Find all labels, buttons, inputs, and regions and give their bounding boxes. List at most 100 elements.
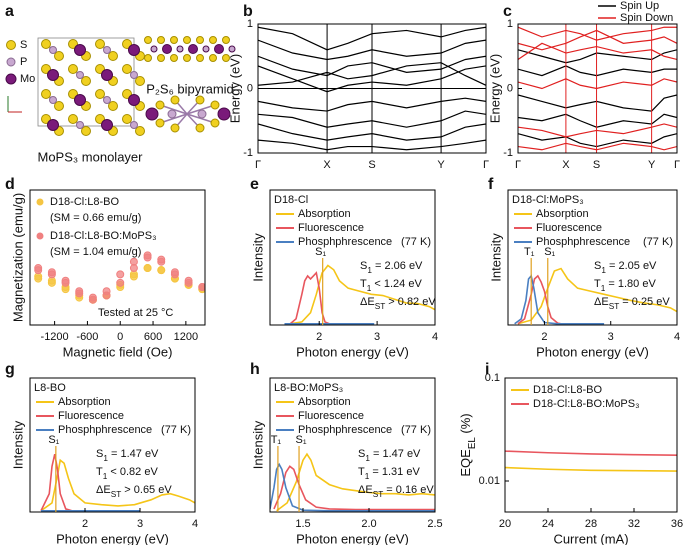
atom-s (108, 51, 118, 61)
atom-center (214, 44, 224, 54)
data-point (116, 270, 125, 279)
x-tick-label: 2.5 (427, 518, 442, 530)
atom-p (103, 46, 111, 54)
x-tick-label: Y (648, 159, 656, 171)
stat-line-part: 1 (367, 284, 372, 293)
atom-mo (101, 69, 113, 81)
legend-label: Fluorescence (298, 222, 364, 234)
data-point (47, 270, 56, 279)
band-line (518, 113, 677, 128)
x-tick-label: X (323, 159, 331, 171)
atom-s (209, 54, 217, 62)
stat-line: T1 = 1.80 eV (594, 278, 656, 293)
plot-area (34, 251, 205, 304)
y-tick-label: 0 (247, 82, 253, 94)
atom-s (54, 51, 64, 61)
y-tick-label: 1 (247, 18, 253, 30)
legend-label: Phosphphrescence (298, 424, 392, 436)
series-line (289, 271, 332, 325)
atom-mo (47, 119, 59, 131)
atom-s (68, 89, 78, 99)
plot-frame (507, 189, 678, 326)
legend-swatch (36, 232, 44, 240)
plot-area (505, 450, 677, 472)
atom-mo (47, 69, 59, 81)
y-tick-label: 1 (507, 18, 513, 30)
atom-s (41, 114, 51, 124)
panel-letter: c (503, 3, 512, 20)
stat-line-part: T (594, 278, 601, 290)
stat-line-part: ΔE (96, 484, 111, 496)
atom-mo (74, 44, 86, 56)
data-point (184, 276, 193, 285)
stat-line-part: = 1.80 eV (605, 278, 656, 290)
x-tick-label: 0 (117, 331, 123, 343)
y-axis-label: Energy (eV) (487, 54, 502, 123)
atom-mo (128, 94, 140, 106)
data-point (47, 278, 56, 287)
series-line (505, 466, 677, 472)
band-line (518, 49, 677, 64)
x-tick-label: Γ (674, 159, 680, 171)
y-axis-label: Energy (eV) (227, 54, 242, 123)
stat-line: ΔEST = 0.25 eV (594, 296, 670, 311)
atom-s (41, 39, 51, 49)
panel-letter: a (5, 3, 14, 20)
y-axis-label: Intensity (488, 233, 503, 282)
legend-label: Phosphphrescence (298, 236, 392, 248)
series-line (290, 264, 435, 325)
atom-p (197, 109, 207, 119)
atom-p (103, 96, 111, 104)
stat-line-part: 1 (103, 472, 108, 481)
x-tick-label: Y (437, 159, 445, 171)
stat-line-part: S (358, 448, 365, 460)
data-point (129, 272, 138, 281)
atom-p (49, 46, 57, 54)
data-point (102, 291, 111, 300)
y-axis-label: Intensity (250, 233, 265, 282)
y-tick-label: 0.1 (485, 372, 500, 384)
atom-s (209, 36, 217, 44)
state-marker-label: S₁ (296, 434, 307, 446)
stat-line-part: S (360, 260, 367, 272)
x-tick-label: 3 (374, 331, 380, 343)
plot-area (40, 453, 195, 512)
atom-s (108, 101, 118, 111)
legend-note: (77 K) (401, 424, 431, 436)
plot-area (270, 452, 435, 512)
panel-letter: f (488, 176, 494, 193)
band-line (518, 26, 677, 41)
data-point (34, 266, 43, 275)
atom-mo (5, 73, 17, 85)
atom-center (150, 45, 158, 53)
y-axis-label: EQEEL (%) (458, 413, 478, 476)
atom-s (196, 36, 204, 44)
stat-line-part: > 0.82 eV (385, 296, 436, 308)
x-tick-label: 4 (674, 331, 680, 343)
annotation: Tested at 25 °C (98, 307, 173, 319)
stat-line-part: 1 (601, 266, 606, 275)
atom-s (183, 36, 191, 44)
x-axis-label: Magnetic field (Oe) (63, 344, 173, 359)
x-tick-label: 1200 (174, 331, 198, 343)
plot-frame (269, 377, 436, 513)
data-point (75, 289, 84, 298)
chart-title: L8-BO (34, 382, 66, 394)
atom-s (6, 40, 16, 50)
atom-p (167, 109, 177, 119)
band-line (518, 78, 677, 90)
atom-s (41, 89, 51, 99)
stat-line-part: ST (609, 302, 620, 311)
bond (186, 104, 216, 115)
panel-letter: h (250, 361, 260, 378)
bond (159, 113, 188, 124)
atom-s (170, 123, 180, 133)
plot-frame (29, 189, 206, 326)
data-point (157, 255, 166, 264)
x-axis-label: Photon energy (eV) (296, 531, 409, 545)
plot-frame (257, 23, 487, 154)
plot-frame (29, 377, 196, 513)
atom-mo (145, 107, 159, 121)
atom-s (68, 114, 78, 124)
